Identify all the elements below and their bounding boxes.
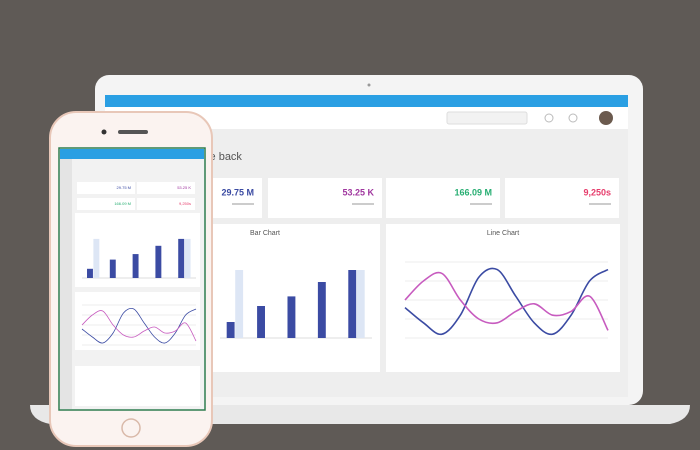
bar-title: Bar Chart [250, 230, 280, 237]
stat-card [386, 178, 500, 218]
line [404, 267, 609, 336]
bar [257, 306, 265, 338]
bar [109, 259, 116, 278]
bar [132, 254, 139, 278]
home-button[interactable] [121, 418, 141, 438]
stat-value: 29.75 M [117, 185, 131, 190]
line-title: Line Chart [487, 230, 519, 237]
stat-card [505, 178, 619, 218]
bar [287, 296, 296, 338]
bar [184, 238, 191, 278]
phone-speaker [118, 130, 148, 134]
bar [235, 270, 244, 338]
bar [155, 245, 162, 278]
stat-sub [589, 203, 611, 205]
bar [317, 282, 326, 338]
bar [226, 322, 235, 338]
stat-value: 166.09 M [114, 201, 131, 206]
top-nav [105, 95, 628, 107]
icon[interactable] [568, 113, 578, 123]
stat-value: 9,250s [583, 187, 611, 197]
stat-card [137, 182, 195, 194]
stat-card [77, 182, 135, 194]
stat-value: 29.75 M [221, 187, 254, 197]
stat-sub [232, 203, 254, 205]
line [81, 307, 197, 344]
stat-value: 9,250s [179, 201, 191, 206]
bar [356, 270, 365, 338]
bar [348, 270, 357, 338]
phone-charts: 29.75 M 53.25 K 166.09 M 9,250s [77, 182, 197, 346]
bar [87, 268, 93, 278]
icon[interactable] [544, 113, 554, 123]
stat-value: 53.25 K [342, 187, 374, 197]
line [404, 271, 609, 331]
search-box[interactable] [446, 111, 528, 125]
phone-nav [60, 149, 204, 159]
bar [93, 238, 100, 278]
stat-sub [470, 203, 492, 205]
laptop-charts [220, 261, 609, 339]
stat-sub [352, 203, 374, 205]
stat-card [268, 178, 382, 218]
stat-card [137, 198, 195, 210]
avatar[interactable] [599, 111, 613, 125]
phone-line-card [75, 292, 200, 350]
stat-value: 53.25 K [177, 185, 191, 190]
bar [178, 238, 185, 278]
phone-list [75, 366, 200, 406]
stat-card [77, 198, 135, 210]
phone-camera [101, 129, 107, 135]
camera [367, 83, 371, 87]
line [81, 310, 197, 342]
line-card [386, 224, 620, 372]
stat-value: 166.09 M [454, 187, 492, 197]
phone-sidebar [60, 159, 72, 409]
